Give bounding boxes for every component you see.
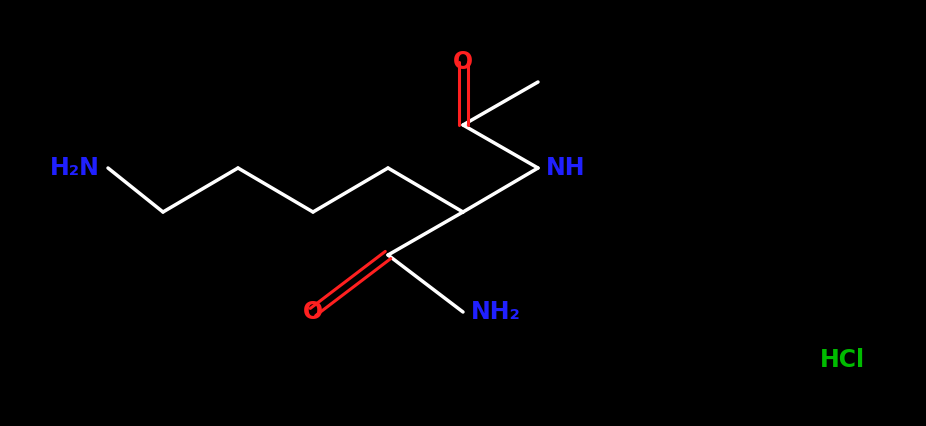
Text: O: O <box>303 300 323 324</box>
Text: NH: NH <box>546 156 585 180</box>
Text: NH₂: NH₂ <box>471 300 520 324</box>
Text: HCl: HCl <box>820 348 865 372</box>
Text: H₂N: H₂N <box>50 156 100 180</box>
Text: O: O <box>453 50 473 74</box>
